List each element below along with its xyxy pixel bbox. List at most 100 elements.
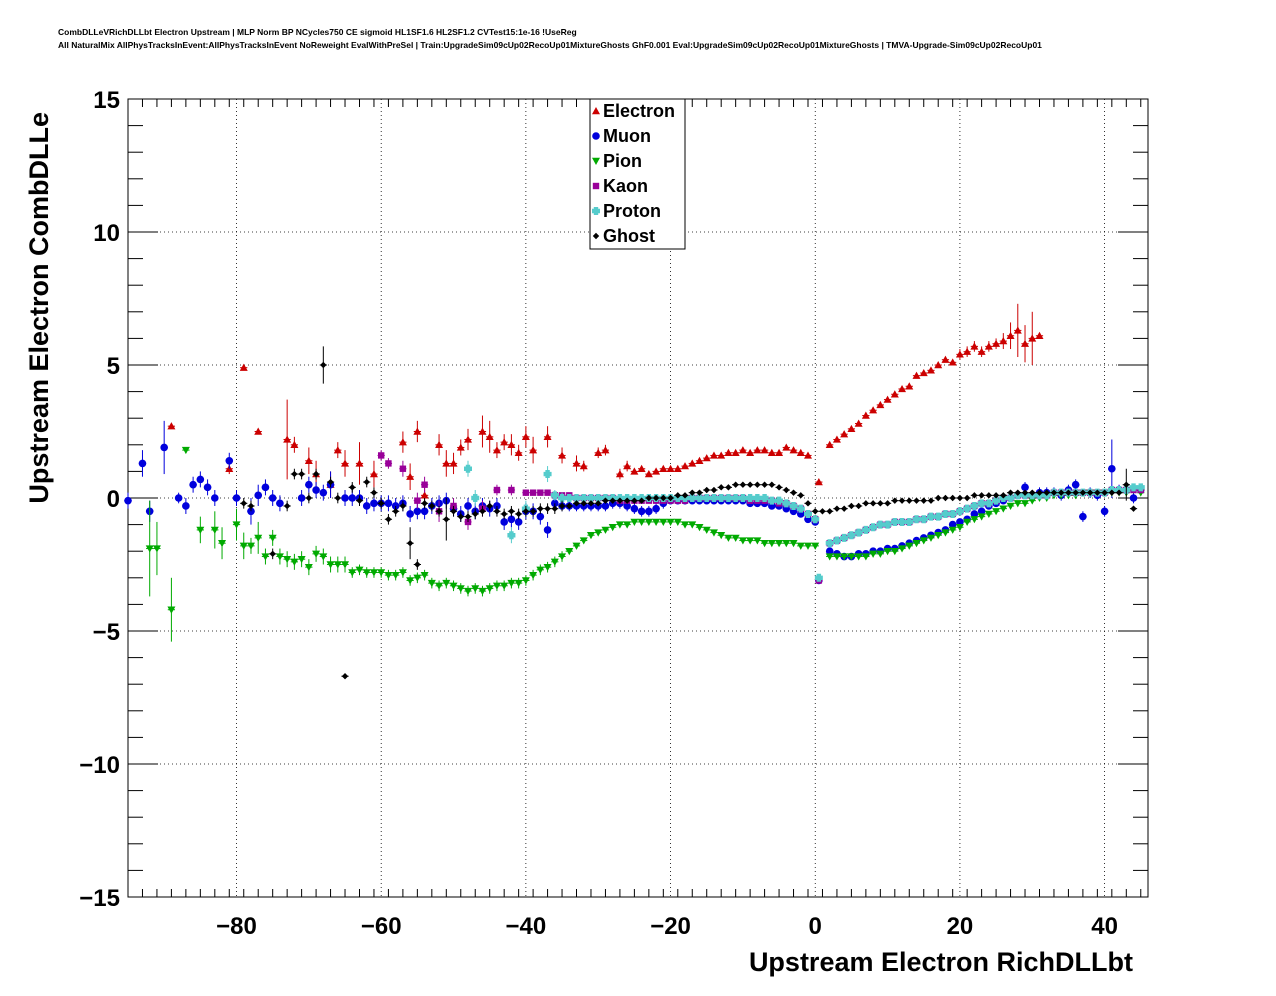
electron-point — [970, 342, 979, 350]
ghost-point — [377, 500, 385, 507]
pion-point — [579, 537, 588, 545]
pion-point — [644, 518, 653, 526]
electron-point — [1006, 331, 1015, 339]
proton-point — [702, 494, 711, 502]
ghost-point — [522, 508, 530, 515]
pion-point — [905, 542, 914, 550]
muon-point — [362, 502, 371, 510]
ghost-point — [1043, 489, 1050, 496]
muon-point — [948, 520, 957, 529]
muon-point — [174, 494, 183, 502]
kaon-point — [529, 489, 537, 496]
electron-point — [775, 448, 784, 456]
pion-point — [840, 553, 849, 561]
muon-point — [543, 526, 552, 534]
muon-point — [297, 494, 306, 502]
pion-point — [709, 529, 718, 537]
ghost-point — [1021, 489, 1029, 496]
ghost-point — [385, 516, 392, 523]
legend-label-pion: Pion — [603, 151, 642, 171]
electron-point — [890, 390, 899, 398]
electron-point — [507, 440, 516, 448]
ghost-point — [370, 489, 378, 496]
muon-point — [203, 483, 212, 492]
ghost-point — [992, 492, 1000, 499]
electron-point — [999, 337, 1008, 345]
electron-point — [623, 462, 632, 470]
pion-point — [695, 524, 704, 532]
proton-point — [775, 496, 784, 505]
muon-point — [261, 483, 270, 492]
ghost-point — [725, 484, 732, 491]
electron-point — [731, 448, 740, 456]
electron-point — [167, 422, 176, 430]
ghost-point — [537, 505, 544, 512]
electron-point — [832, 435, 841, 443]
ghost-point — [869, 500, 877, 507]
electron-point — [825, 440, 834, 448]
muon-point — [1071, 480, 1080, 489]
ghost-point — [414, 561, 421, 568]
electron-point — [760, 446, 769, 454]
electron-point — [601, 446, 610, 454]
ghost-point — [797, 492, 804, 499]
electron-point — [369, 470, 378, 478]
pion-point — [963, 518, 972, 526]
ghost-point — [580, 500, 587, 507]
ghost-point — [681, 492, 689, 499]
y-tick-label: 0 — [107, 486, 120, 513]
ghost-point — [935, 494, 942, 502]
pion-point — [492, 582, 501, 590]
ghost-point — [667, 494, 674, 502]
pion-point — [521, 577, 530, 585]
kaon-point — [414, 497, 421, 504]
ghost-point — [978, 492, 985, 499]
ghost-point — [833, 505, 841, 512]
electron-point — [456, 443, 465, 451]
proton-point — [876, 520, 885, 529]
ghost-point — [406, 540, 414, 547]
proton-point — [840, 533, 849, 542]
proton-point — [883, 520, 892, 529]
pion-point — [811, 542, 820, 550]
electron-point — [254, 427, 263, 435]
pion-point — [369, 569, 378, 577]
y-tick-label: 15 — [93, 87, 120, 114]
pion-point — [572, 542, 581, 550]
kaon-point — [508, 486, 515, 494]
muon-point — [977, 507, 986, 516]
muon-point — [341, 494, 349, 502]
ghost-point — [674, 492, 681, 499]
pion-point — [782, 540, 791, 548]
grid-lines — [128, 98, 1148, 898]
pion-point — [283, 555, 292, 564]
ghost-point — [783, 486, 790, 494]
electron-point — [341, 459, 350, 467]
pion-point — [239, 542, 248, 550]
electron-point — [637, 464, 646, 472]
pion-point — [876, 550, 885, 558]
muon-point — [970, 510, 979, 518]
proton-point — [869, 523, 878, 532]
proton-point — [507, 531, 516, 540]
electron-point — [304, 456, 313, 464]
muon-point — [211, 494, 219, 502]
pion-point — [362, 569, 371, 577]
proton-point — [471, 494, 480, 502]
pion-point — [970, 516, 979, 524]
kaon-point — [450, 502, 457, 510]
electron-point — [883, 395, 892, 403]
electron-point — [673, 464, 682, 472]
proton-point — [861, 525, 870, 534]
x-tick-label: −80 — [216, 913, 257, 940]
electron-point — [738, 446, 747, 454]
muon-point — [825, 547, 834, 555]
proton-point — [746, 494, 755, 502]
ghost-point — [804, 500, 812, 507]
pion-point — [652, 518, 661, 526]
electron-point — [666, 464, 675, 472]
ghost-point — [341, 673, 349, 680]
ghost-point — [500, 510, 508, 518]
pion-point — [181, 446, 190, 455]
electron-point — [652, 467, 661, 475]
